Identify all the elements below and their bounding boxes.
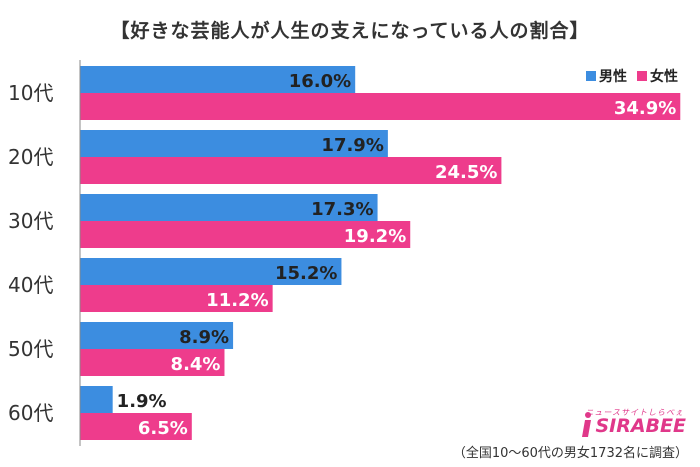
category-label: 60代	[8, 401, 53, 425]
legend-label-female: 女性	[650, 69, 678, 85]
category-label: 30代	[8, 209, 53, 233]
legend-label-male: 男性	[599, 69, 627, 85]
legend: 男性 女性	[584, 66, 680, 86]
data-label-male: 8.9%	[179, 327, 229, 348]
brand-tagline: ニュースサイトしらべぇ	[585, 408, 684, 417]
data-label-female: 34.9%	[614, 98, 676, 119]
legend-swatch-female	[637, 71, 647, 81]
category-label: 20代	[8, 145, 53, 169]
bar-male	[80, 66, 356, 93]
bar-male	[80, 194, 378, 221]
legend-item-male: 男性	[586, 66, 627, 86]
brand-mark-icon	[582, 412, 591, 437]
data-label-male: 15.2%	[275, 263, 337, 284]
data-label-female: 8.4%	[171, 354, 221, 375]
bar-female	[80, 221, 411, 248]
brand-logo: ニュースサイトしらべぇ SIRABEE	[576, 407, 686, 437]
category-label: 50代	[8, 337, 53, 361]
data-label-male: 16.0%	[289, 71, 351, 92]
brand-name: SIRABEE	[595, 415, 686, 437]
bar-male	[80, 258, 342, 285]
data-label-female: 11.2%	[206, 290, 268, 311]
bar-male	[80, 386, 113, 413]
bar-female	[80, 93, 681, 120]
bar-female	[80, 349, 225, 376]
data-label-male: 1.9%	[117, 391, 167, 412]
bar-male	[80, 130, 388, 157]
bar-female	[80, 413, 192, 440]
legend-item-female: 女性	[637, 66, 678, 86]
chart-title: 【好きな芸能人が人生の支えになっている人の割合】	[110, 20, 590, 42]
footnote: （全国10～60代の男女1732名に調査）	[452, 446, 688, 461]
data-label-female: 19.2%	[344, 226, 406, 247]
category-label: 40代	[8, 273, 53, 297]
data-label-female: 6.5%	[138, 418, 188, 439]
bar-female	[80, 285, 273, 312]
data-label-male: 17.3%	[311, 199, 373, 220]
bar-female	[80, 157, 502, 184]
data-label-female: 24.5%	[435, 162, 497, 183]
category-label: 10代	[8, 81, 53, 105]
data-label-male: 17.9%	[321, 135, 383, 156]
bar-male	[80, 322, 234, 349]
legend-swatch-male	[586, 71, 596, 81]
